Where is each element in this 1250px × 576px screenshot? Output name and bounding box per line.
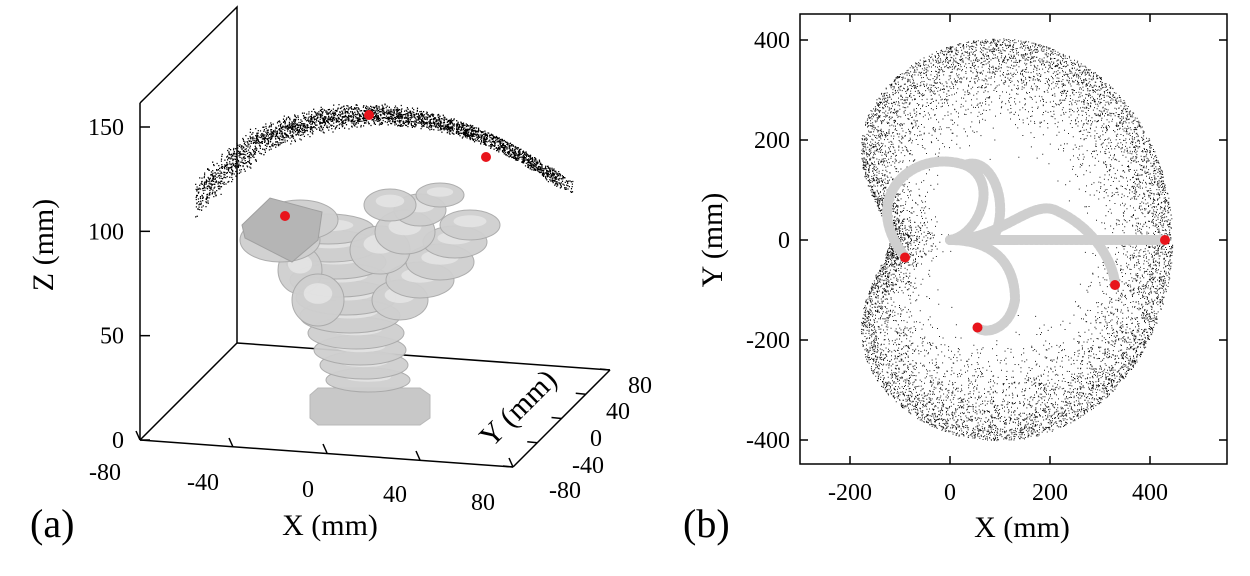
y-tick-mark (502, 465, 514, 468)
z-tick-label: 50 (100, 324, 124, 350)
y-tick-label-b: -200 (746, 328, 790, 354)
robot-segment-highlight (453, 215, 487, 228)
z-tick-label: 100 (88, 219, 124, 245)
y-axis-label-b: Y (mm) (696, 193, 729, 288)
y-tick-mark (551, 416, 562, 420)
x-tick-mark (228, 437, 234, 448)
x-tick-label-b: 0 (944, 480, 956, 506)
highlight-points (280, 110, 491, 221)
trajectory-path (960, 158, 1006, 240)
workspace-point-cloud (195, 103, 574, 218)
workspace-point-cloud-top-view (861, 38, 1174, 442)
y-tick-label-b: 400 (754, 28, 790, 54)
highlight-point-b (1110, 280, 1120, 290)
x-axis-ticks: -200 0 200 400 (828, 14, 1168, 506)
panel-b-label: (b) (683, 501, 730, 546)
x-tick-label-b: -200 (828, 480, 872, 506)
box-floor-back-edge (236, 342, 611, 371)
box-back-edges (139, 5, 238, 441)
x-tick-mark (508, 457, 514, 468)
robot-tip-block (241, 197, 323, 263)
cloud-points (195, 103, 574, 218)
highlight-point (481, 152, 491, 162)
y-axis-ticks: 400 200 0 -200 -400 (746, 28, 1227, 454)
highlight-point (364, 110, 374, 120)
cloud-points-b (861, 38, 1174, 442)
y-tick-label: 40 (606, 399, 630, 425)
panel-a-label: (a) (30, 501, 74, 546)
z-tick-label: 0 (112, 428, 124, 454)
x-axis-ticks: -80 -40 0 40 80 (89, 430, 514, 516)
x-tick-label: -40 (187, 470, 219, 496)
panel-b-2d-plot: -200 0 200 400 400 200 0 -200 -400 X (mm) Y (mm… (683, 13, 1228, 546)
z-tick-label: 150 (88, 115, 124, 141)
x-tick-label-b: 400 (1132, 480, 1168, 506)
robot-trajectory-top-view (882, 156, 1170, 336)
x-axis-label-b: X (mm) (974, 511, 1070, 544)
y-tick-label: -80 (549, 478, 581, 504)
robot-segment-highlight (375, 194, 405, 208)
x-tick-mark (135, 430, 141, 441)
x-tick-label: 80 (471, 490, 495, 516)
x-tick-label: 40 (383, 482, 407, 508)
plot-b-frame (799, 13, 1228, 465)
y-tick-mark (575, 392, 586, 395)
y-tick-mark (599, 368, 611, 371)
y-tick-label: 0 (590, 426, 602, 452)
x-tick-label: 0 (302, 477, 314, 503)
y-tick-mark (527, 441, 538, 444)
highlight-point-b (1160, 235, 1170, 245)
x-tick-mark (322, 443, 328, 454)
x-axis-label: X (mm) (282, 509, 378, 542)
highlight-point-b (900, 252, 910, 263)
highlight-point-b (972, 322, 983, 333)
x-tick-mark (415, 450, 421, 461)
x-axis-line (139, 439, 514, 468)
highlight-point (280, 211, 290, 221)
robot-body (239, 182, 501, 426)
y-tick-label-b: 0 (778, 228, 790, 254)
y-tick-label-b: -400 (746, 428, 790, 454)
trajectory-path (945, 235, 1021, 336)
highlight-points-top-view (900, 235, 1170, 333)
z-axis-label: Z (mm) (27, 199, 60, 291)
z-axis-ticks: 0 50 100 150 (88, 115, 150, 454)
y-tick-label: -40 (572, 453, 604, 479)
x-tick-label-b: 200 (1032, 480, 1068, 506)
x-tick-label: -80 (89, 460, 121, 486)
trajectory-path (945, 203, 1120, 290)
robot-segment-highlight (426, 187, 454, 197)
y-tick-label: 80 (628, 373, 652, 399)
y-tick-label-b: 200 (754, 128, 790, 154)
robot-segment-highlight (303, 283, 333, 304)
y-axis-label: Y (mm) (473, 363, 563, 453)
trajectory-path (882, 156, 989, 263)
robot-base (309, 387, 431, 426)
